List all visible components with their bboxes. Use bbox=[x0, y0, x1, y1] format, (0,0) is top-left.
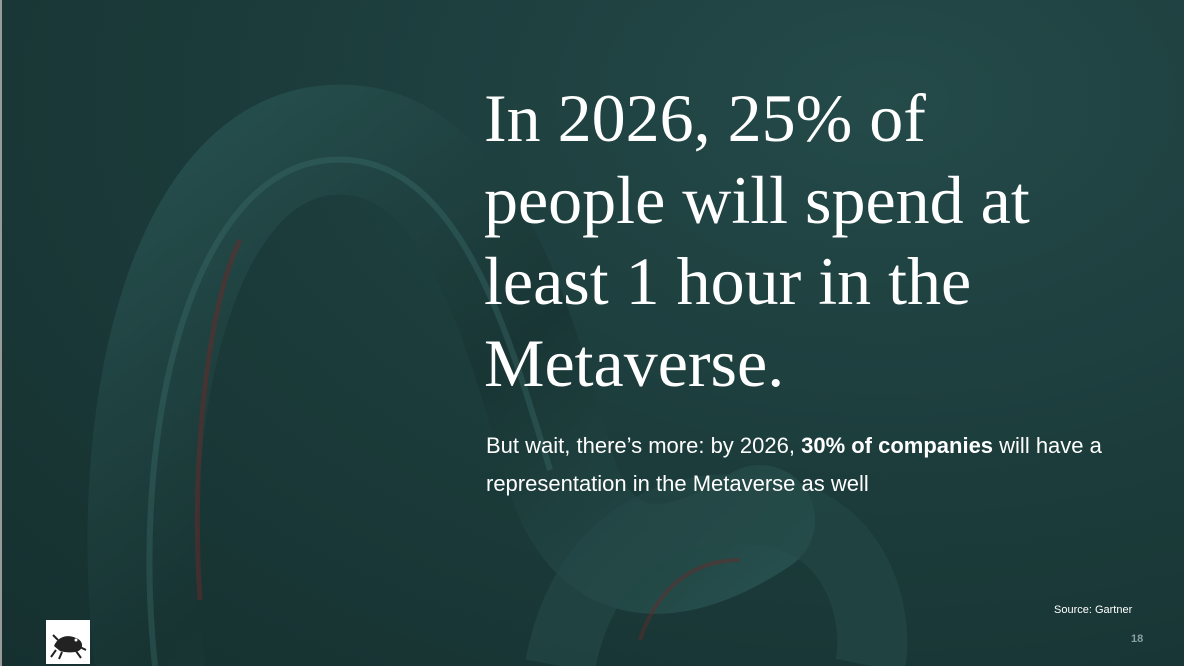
body-bold: 30% of companies bbox=[801, 433, 994, 458]
logo-icon bbox=[50, 634, 87, 660]
logo bbox=[46, 620, 90, 664]
body-before: But wait, there’s more: by 2026, bbox=[486, 433, 802, 458]
headline: In 2026, 25% of people will spend at lea… bbox=[484, 78, 1030, 404]
headline-line: In 2026, 25% of bbox=[484, 80, 926, 156]
body-text: But wait, there’s more: by 2026, 30% of … bbox=[486, 427, 1126, 503]
left-edge bbox=[0, 0, 2, 666]
headline-line: least 1 hour in the bbox=[484, 243, 972, 319]
source: Source: Gartner bbox=[1054, 604, 1133, 616]
headline-line: people will spend at bbox=[484, 161, 1030, 238]
page-number: 18 bbox=[1131, 633, 1144, 645]
body-after: will have a representation in the Metave… bbox=[486, 433, 1102, 496]
headline-line: Metaverse. bbox=[484, 324, 785, 401]
